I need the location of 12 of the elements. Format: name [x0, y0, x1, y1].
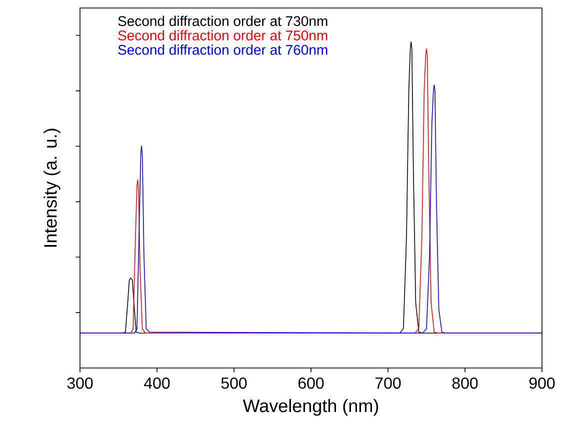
x-tick-label: 300 [67, 377, 93, 389]
y-axis-title: Intensity (a. u.) [44, 128, 60, 247]
text: Second diffraction order at 760nm [118, 44, 328, 55]
x-tick-label: 800 [452, 377, 478, 389]
text: Second diffraction order at 750nm [118, 30, 328, 40]
x-tick-label: 700 [375, 377, 401, 389]
x-tick-label: 500 [221, 377, 247, 389]
text: Second diffraction order at 730nm [118, 16, 328, 26]
x-tick-label: 600 [298, 377, 324, 389]
x-tick-label: 400 [144, 377, 170, 389]
x-tick-label: 900 [529, 377, 555, 389]
x-axis-title: Wavelength (nm) [242, 398, 378, 416]
